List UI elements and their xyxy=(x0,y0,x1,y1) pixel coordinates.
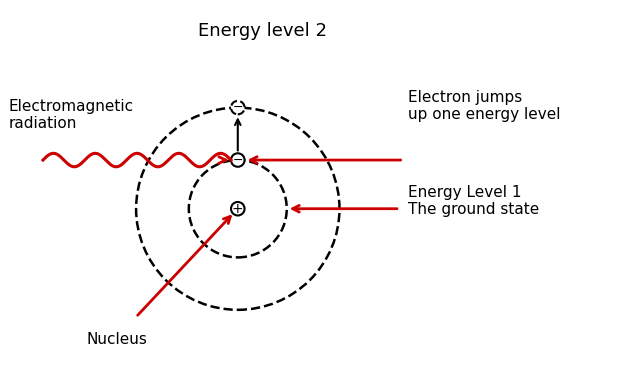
Text: +: + xyxy=(232,202,243,216)
Text: Electromagnetic
radiation: Electromagnetic radiation xyxy=(9,99,134,131)
Text: Nucleus: Nucleus xyxy=(87,332,148,347)
Circle shape xyxy=(231,202,245,215)
Text: −: − xyxy=(233,101,243,114)
Circle shape xyxy=(231,101,245,114)
Circle shape xyxy=(231,153,245,167)
Text: Energy Level 1
The ground state: Energy Level 1 The ground state xyxy=(408,185,539,217)
Text: −: − xyxy=(233,154,243,166)
Text: Energy level 2: Energy level 2 xyxy=(198,22,327,40)
Text: Electron jumps
up one energy level: Electron jumps up one energy level xyxy=(408,90,560,122)
